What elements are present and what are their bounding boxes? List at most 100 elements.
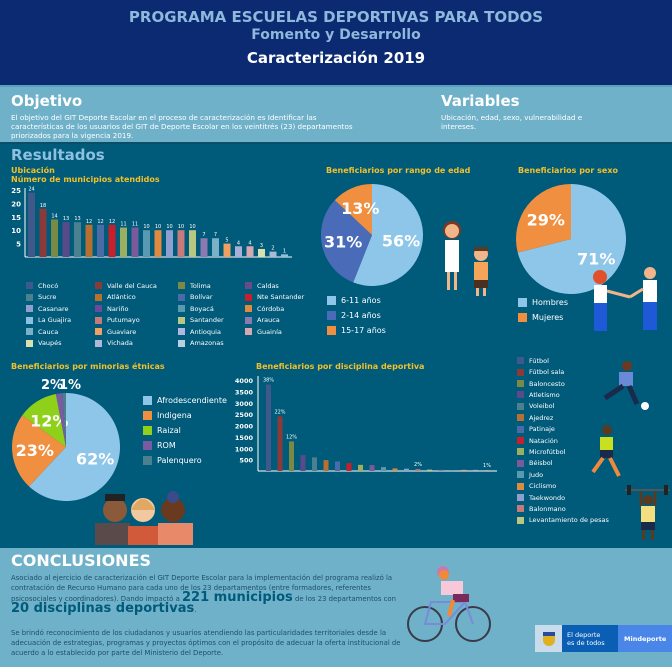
y-tick-label: 2000 [235, 423, 254, 431]
legend-label: Fútbol [529, 356, 549, 365]
legend-label: Ciclismo [529, 482, 557, 491]
pie-percent-label: 71% [577, 250, 615, 269]
bar [258, 248, 265, 257]
legend-swatch [245, 305, 252, 313]
bar [28, 192, 35, 257]
pie-slice [353, 184, 423, 286]
legend-label: Tolima [190, 281, 211, 290]
bar-value-label: 11 [132, 222, 138, 228]
legend-swatch [178, 328, 185, 336]
legend-label: Antioquia [190, 327, 221, 336]
bar [269, 251, 277, 257]
location-title: Ubicación [11, 166, 55, 175]
bar [461, 469, 467, 471]
conclusions-paragraph-2: Se brindó reconocimiento de los ciudadan… [11, 629, 401, 657]
pie-slice [22, 393, 67, 447]
conclusions-paragraph-1: Asociado al ejercicio de caracterización… [11, 573, 403, 615]
legend-label: Atletismo [529, 390, 560, 399]
municipalities-highlight: 221 municipios [182, 590, 293, 605]
legend-label: Levantamiento de pesas [529, 516, 609, 525]
bar [438, 469, 444, 471]
legend-label: La Guajira [38, 316, 72, 325]
legend-label: Cauca [38, 327, 59, 336]
bar [415, 469, 421, 471]
header: PROGRAMA ESCUELAS DEPORTIVAS PARA TODOS … [0, 0, 672, 85]
legend-label: Judo [529, 470, 544, 479]
legend-label: Atlántico [107, 293, 136, 302]
y-tick-label: 500 [239, 457, 253, 465]
legend-item: Valle del Cauca [95, 280, 157, 292]
pie-percent-label: 23% [16, 441, 54, 460]
legend-swatch [178, 316, 185, 324]
legend-item: Caldas [245, 280, 279, 292]
legend-label: Raizal [157, 426, 181, 435]
sex-pie-title: Beneficiarios por sexo [518, 166, 618, 175]
legend-swatch [517, 425, 524, 433]
bar-value-label: 10 [189, 224, 195, 230]
legend-swatch [517, 402, 524, 410]
legend-item: Atletismo [517, 389, 560, 401]
legend-label: Putumayo [107, 316, 140, 325]
y-tick-label: 1500 [235, 434, 254, 442]
legend-item: Nariño [95, 303, 128, 315]
conclusions-p1-a: Asociado al ejercicio de caracterización… [11, 574, 393, 603]
legend-item: Baloncesto [517, 378, 565, 390]
legend-label: 6-11 años [341, 296, 381, 305]
legend-item: Bolívar [178, 292, 213, 304]
legend-swatch [178, 305, 185, 313]
children-illustration [443, 221, 488, 296]
bar [323, 460, 329, 471]
legend-swatch [95, 293, 102, 301]
legend-item: Tolima [178, 280, 211, 292]
bar-value-label: 10 [155, 224, 161, 230]
bar-percent-label: 12% [286, 434, 297, 440]
legend-swatch [95, 328, 102, 336]
legend-swatch [517, 516, 524, 524]
bar [289, 441, 294, 471]
conclusions-p1-b: de los 23 departamentos con [292, 595, 397, 603]
legend-swatch [518, 313, 527, 322]
bar [358, 464, 363, 471]
legend-swatch [178, 339, 185, 347]
legend-swatch [95, 316, 102, 324]
legend-item: Levantamiento de pesas [517, 515, 609, 527]
pie-percent-label: 13% [341, 199, 379, 218]
legend-swatch [517, 494, 524, 502]
bar-percent-label: 1% [483, 463, 491, 469]
variables-heading: Variables [441, 92, 520, 110]
legend-label: Voleibol [529, 402, 555, 411]
bar [97, 224, 104, 257]
bar [120, 227, 127, 257]
legend-label: Mujeres [532, 313, 564, 322]
bar [300, 455, 306, 471]
bar [266, 384, 271, 471]
legend-swatch [517, 391, 524, 399]
legend-swatch [178, 293, 185, 301]
legend-item: Guaviare [95, 326, 136, 338]
objective-heading: Objetivo [11, 92, 83, 110]
bar [74, 222, 81, 257]
legend-label: Béisbol [529, 459, 553, 468]
y-tick-label: 2500 [235, 411, 254, 419]
legend-item: La Guajira [26, 315, 71, 327]
legend-swatch [327, 311, 336, 320]
legend-item: Fútbol sala [517, 366, 564, 378]
year-title: Caracterización 2019 [246, 49, 426, 67]
legend-swatch [26, 293, 33, 301]
pie-percent-label: 1% [59, 378, 81, 393]
legend-item: Putumayo [95, 315, 140, 327]
legend-item: 2-14 años [327, 308, 381, 323]
legend-swatch [517, 368, 524, 376]
legend-label: Taekwondo [529, 493, 566, 502]
bar [189, 230, 196, 257]
legend-item: Nte Santander [245, 292, 304, 304]
y-tick-label: 25 [11, 187, 21, 195]
legend-item: Córdoba [245, 303, 284, 315]
slogan-line-2: es de todos [567, 639, 605, 647]
bar [369, 465, 375, 471]
legend-item: 6-11 años [327, 293, 381, 308]
pie-percent-label: 2% [41, 378, 63, 393]
conclusions-heading: CONCLUSIONES [11, 551, 152, 570]
legend-item: Antioquia [178, 326, 221, 338]
legend-swatch [245, 328, 252, 336]
